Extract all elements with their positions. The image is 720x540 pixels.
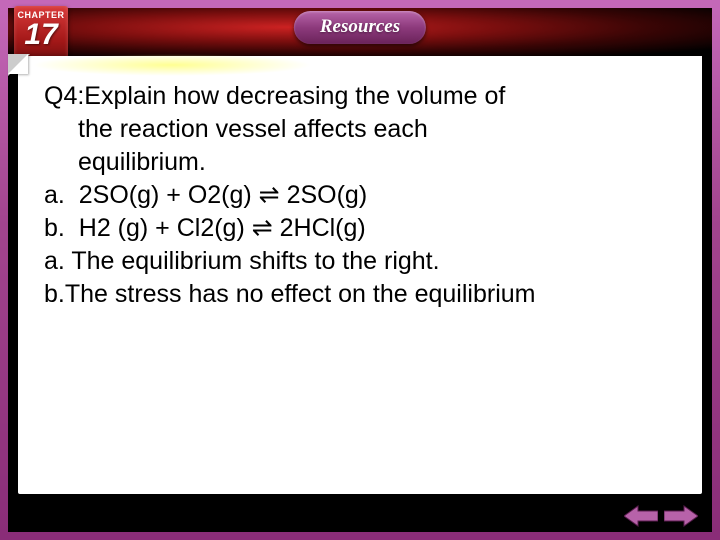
- resources-label: Resources: [320, 16, 400, 37]
- content-panel: Q4:Explain how decreasing the volume of …: [18, 56, 702, 494]
- chapter-number: 17: [14, 20, 68, 50]
- item-b-label: b.: [44, 214, 65, 242]
- answer-a: a. The equilibrium shifts to the right.: [44, 245, 676, 278]
- next-arrow-button[interactable]: [664, 504, 698, 528]
- item-b-equation: H2 (g) + Cl2(g) ⇌ 2HCl(g): [79, 214, 366, 242]
- question-line2: the reaction vessel affects each: [44, 113, 676, 146]
- question-line1: Explain how decreasing the volume of: [84, 82, 505, 110]
- item-a-label: a.: [44, 181, 65, 209]
- slide-frame: CHAPTER 17 Resources Q4:Explain how decr…: [0, 0, 720, 540]
- item-a-equation: 2SO(g) + O2(g) ⇌ 2SO(g): [79, 181, 367, 209]
- nav-arrows: [624, 504, 698, 528]
- answer-b: b.The stress has no effect on the equili…: [44, 278, 676, 311]
- prev-arrow-button[interactable]: [624, 504, 658, 528]
- arrow-left-icon: [624, 504, 658, 528]
- arrow-right-icon: [664, 504, 698, 528]
- body-text: Q4:Explain how decreasing the volume of …: [44, 80, 676, 311]
- question-line3: equilibrium.: [44, 146, 676, 179]
- page-corner-fold: [8, 54, 30, 76]
- question-prefix: Q4:: [44, 82, 84, 110]
- resources-button[interactable]: Resources: [294, 11, 426, 44]
